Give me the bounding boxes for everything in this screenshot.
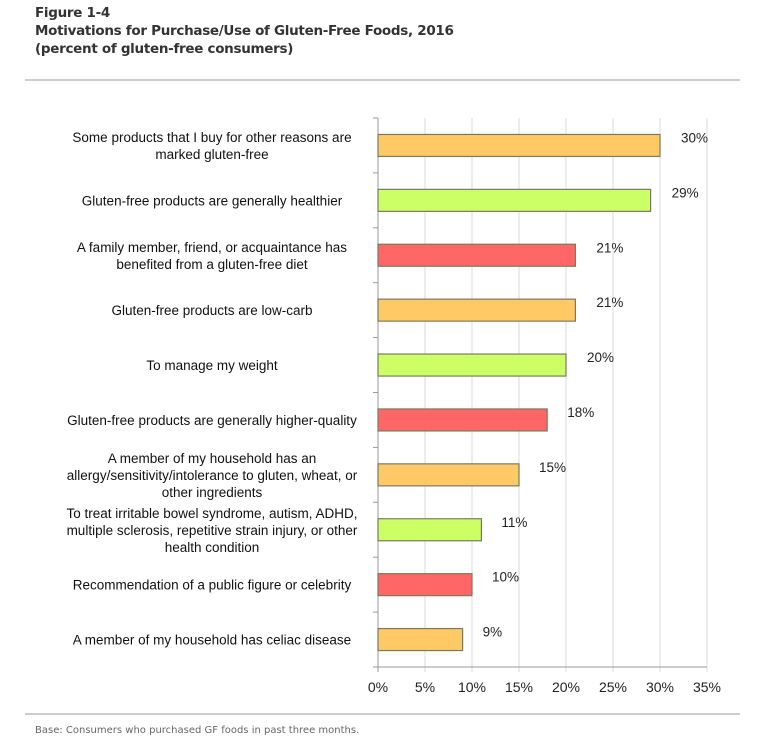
bar [377,627,464,652]
x-tick-label: 5% [415,679,435,695]
x-tick-label: 0% [368,679,388,695]
category-label: A member of my household has celiac dise… [73,633,351,648]
data-label: 21% [596,240,623,255]
data-label: 15% [539,460,566,475]
category-label: Some products that I buy for other reaso… [72,130,351,145]
x-tick-label: 10% [458,679,486,695]
bottom-divider [25,713,740,715]
data-label: 29% [672,185,699,200]
figure-header: Figure 1-4 Motivations for Purchase/Use … [35,4,454,58]
category-label: A member of my household has an [108,451,317,466]
chart-subtitle: (percent of gluten-free consumers) [35,41,294,57]
category-label: Gluten-free products are generally healt… [82,193,343,208]
data-label: 20% [587,350,614,365]
bar [377,573,473,597]
category-label: marked gluten-free [155,147,268,162]
data-label: 9% [483,625,503,640]
figure-label: Figure 1-4 [35,5,111,21]
x-tick-label: 30% [646,679,674,695]
x-tick-label: 20% [552,679,580,695]
data-label: 11% [501,515,527,530]
bar [377,243,576,267]
category-label: other ingredients [162,485,263,500]
top-divider [25,79,740,81]
bar [377,298,576,322]
base-note: Base: Consumers who purchased GF foods i… [35,725,360,736]
data-label: 21% [596,295,623,310]
category-label: health condition [165,540,260,555]
category-label: To treat irritable bowel syndrome, autis… [66,506,357,521]
category-label: Gluten-free products are low-carb [111,303,312,318]
bar [377,353,567,377]
bar [377,133,661,158]
x-tick-label: 25% [599,679,627,695]
bar [377,188,652,212]
x-tick-label: 15% [505,679,533,695]
category-label: multiple sclerosis, repetitive strain in… [67,523,358,538]
category-label: To manage my weight [146,358,278,373]
data-label: 10% [492,570,519,585]
category-label: A family member, friend, or acquaintance… [77,240,347,255]
category-label: Gluten-free products are generally highe… [67,413,357,428]
category-label: allergy/sensitivity/intolerance to glute… [67,468,358,483]
bar [377,463,520,487]
chart-title: Motivations for Purchase/Use of Gluten-F… [35,23,454,39]
bar [377,408,548,432]
data-label: 18% [567,405,594,420]
category-label: benefited from a gluten-free diet [116,257,308,272]
bar [377,518,483,542]
data-label: 30% [681,130,708,145]
category-label: Recommendation of a public figure or cel… [73,578,352,593]
x-tick-label: 35% [693,679,721,695]
